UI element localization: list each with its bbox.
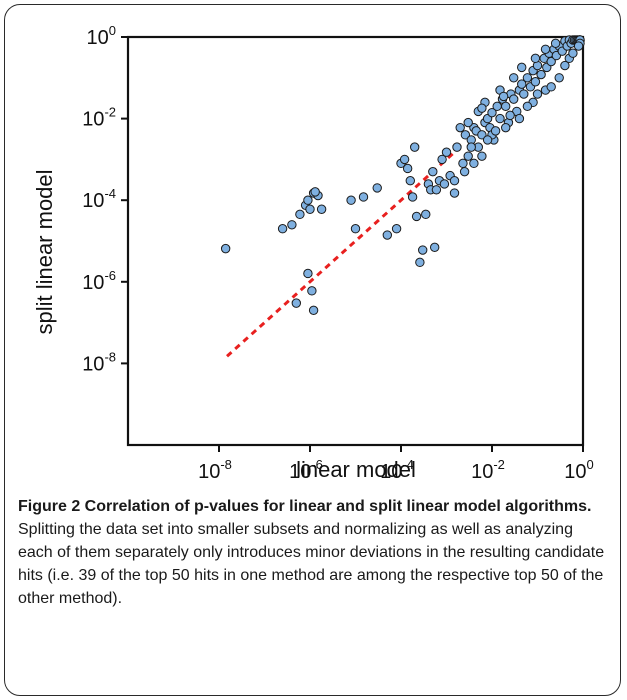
data-point (573, 41, 584, 51)
x-tick-label: 10-8 (198, 457, 232, 483)
caption-body: Splitting the data set into smaller subs… (18, 521, 605, 607)
x-tick-label: 10-2 (471, 457, 505, 483)
data-point (509, 94, 519, 104)
data-point (277, 224, 288, 234)
data-point (303, 195, 313, 205)
y-tick-label: 10-4 (82, 186, 116, 212)
data-point (287, 220, 297, 230)
data-point (405, 176, 415, 186)
x-tick-label: 100 (564, 457, 593, 483)
data-point (418, 245, 428, 255)
data-point (431, 185, 442, 195)
data-point (500, 122, 511, 133)
data-point (477, 103, 487, 113)
data-point (428, 166, 438, 177)
data-point (449, 188, 460, 198)
data-point (517, 79, 527, 89)
x-tick-label: 10-6 (289, 457, 323, 483)
y-tick-label: 100 (87, 23, 116, 49)
data-point (532, 89, 543, 99)
data-point (536, 69, 546, 80)
data-point (409, 142, 420, 152)
reference-line (226, 146, 462, 358)
data-point (495, 113, 505, 124)
data-point (449, 176, 460, 186)
figure-panel (4, 4, 621, 696)
data-point (530, 53, 541, 64)
data-point (346, 195, 356, 205)
data-point (407, 192, 418, 202)
data-point (460, 130, 471, 140)
data-point (554, 73, 564, 83)
data-point (463, 117, 473, 128)
plot-frame (126, 35, 585, 447)
data-point (492, 101, 502, 112)
reference-line-group (226, 146, 462, 358)
data-point (382, 230, 393, 240)
data-point (411, 211, 422, 222)
data-point (482, 135, 493, 145)
data-point (452, 142, 462, 152)
y-tick-label: 10-2 (82, 105, 116, 131)
data-point (391, 224, 402, 234)
y-tick-label: 10-8 (82, 349, 116, 375)
data-point (429, 242, 440, 253)
data-point (421, 209, 431, 220)
figure-caption: Figure 2 Correlation of p-values for lin… (18, 495, 608, 610)
data-point (560, 60, 570, 71)
data-points (220, 35, 585, 316)
data-point (439, 179, 450, 189)
data-point (466, 142, 476, 152)
caption-title: Figure 2 Correlation of p-values for lin… (18, 498, 592, 515)
data-point (530, 77, 541, 87)
data-point (455, 122, 465, 133)
data-point (441, 147, 452, 157)
y-axis-title: split linear model (32, 169, 57, 334)
data-point (500, 101, 511, 112)
y-tick-labels: 100 10-2 10-4 10-6 10-8 (82, 23, 128, 375)
data-point (308, 305, 319, 316)
x-tick-labels: 10-8 10-6 10-4 10-2 100 (198, 445, 594, 483)
data-point (316, 204, 327, 214)
data-point (437, 154, 447, 165)
data-point (509, 73, 519, 83)
plot-axes (126, 35, 585, 447)
data-point (399, 154, 410, 165)
data-point (519, 89, 529, 99)
data-point (490, 126, 501, 136)
data-point (291, 298, 302, 308)
data-point (477, 151, 487, 161)
data-point (463, 151, 473, 161)
data-point (358, 192, 369, 202)
data-point (522, 73, 533, 83)
data-point (546, 82, 556, 92)
data-point (487, 107, 497, 118)
y-tick-label: 10-6 (82, 268, 116, 294)
data-point (295, 209, 305, 220)
data-point (522, 101, 533, 112)
data-point (568, 48, 578, 58)
data-point (350, 224, 361, 234)
data-point (303, 268, 313, 279)
data-point (514, 113, 525, 124)
data-point (305, 204, 315, 214)
data-point (372, 183, 382, 193)
x-axis-title: linear model (296, 457, 416, 482)
scatter-chart: 10-8 10-6 10-4 10-2 100 10010-210-410-610-8 … (32, 23, 594, 483)
data-point (458, 158, 468, 169)
data-point (505, 110, 515, 121)
data-point (550, 38, 561, 49)
data-point (307, 286, 317, 296)
data-point (415, 257, 425, 268)
data-point (402, 163, 413, 174)
data-point (540, 44, 551, 54)
data-point (517, 62, 527, 73)
x-tick-label: 10-4 (380, 457, 414, 483)
data-point (546, 56, 556, 67)
data-point (220, 243, 231, 254)
data-point (310, 187, 320, 197)
data-point (498, 91, 509, 102)
data-point (469, 158, 479, 169)
data-point (459, 166, 470, 177)
